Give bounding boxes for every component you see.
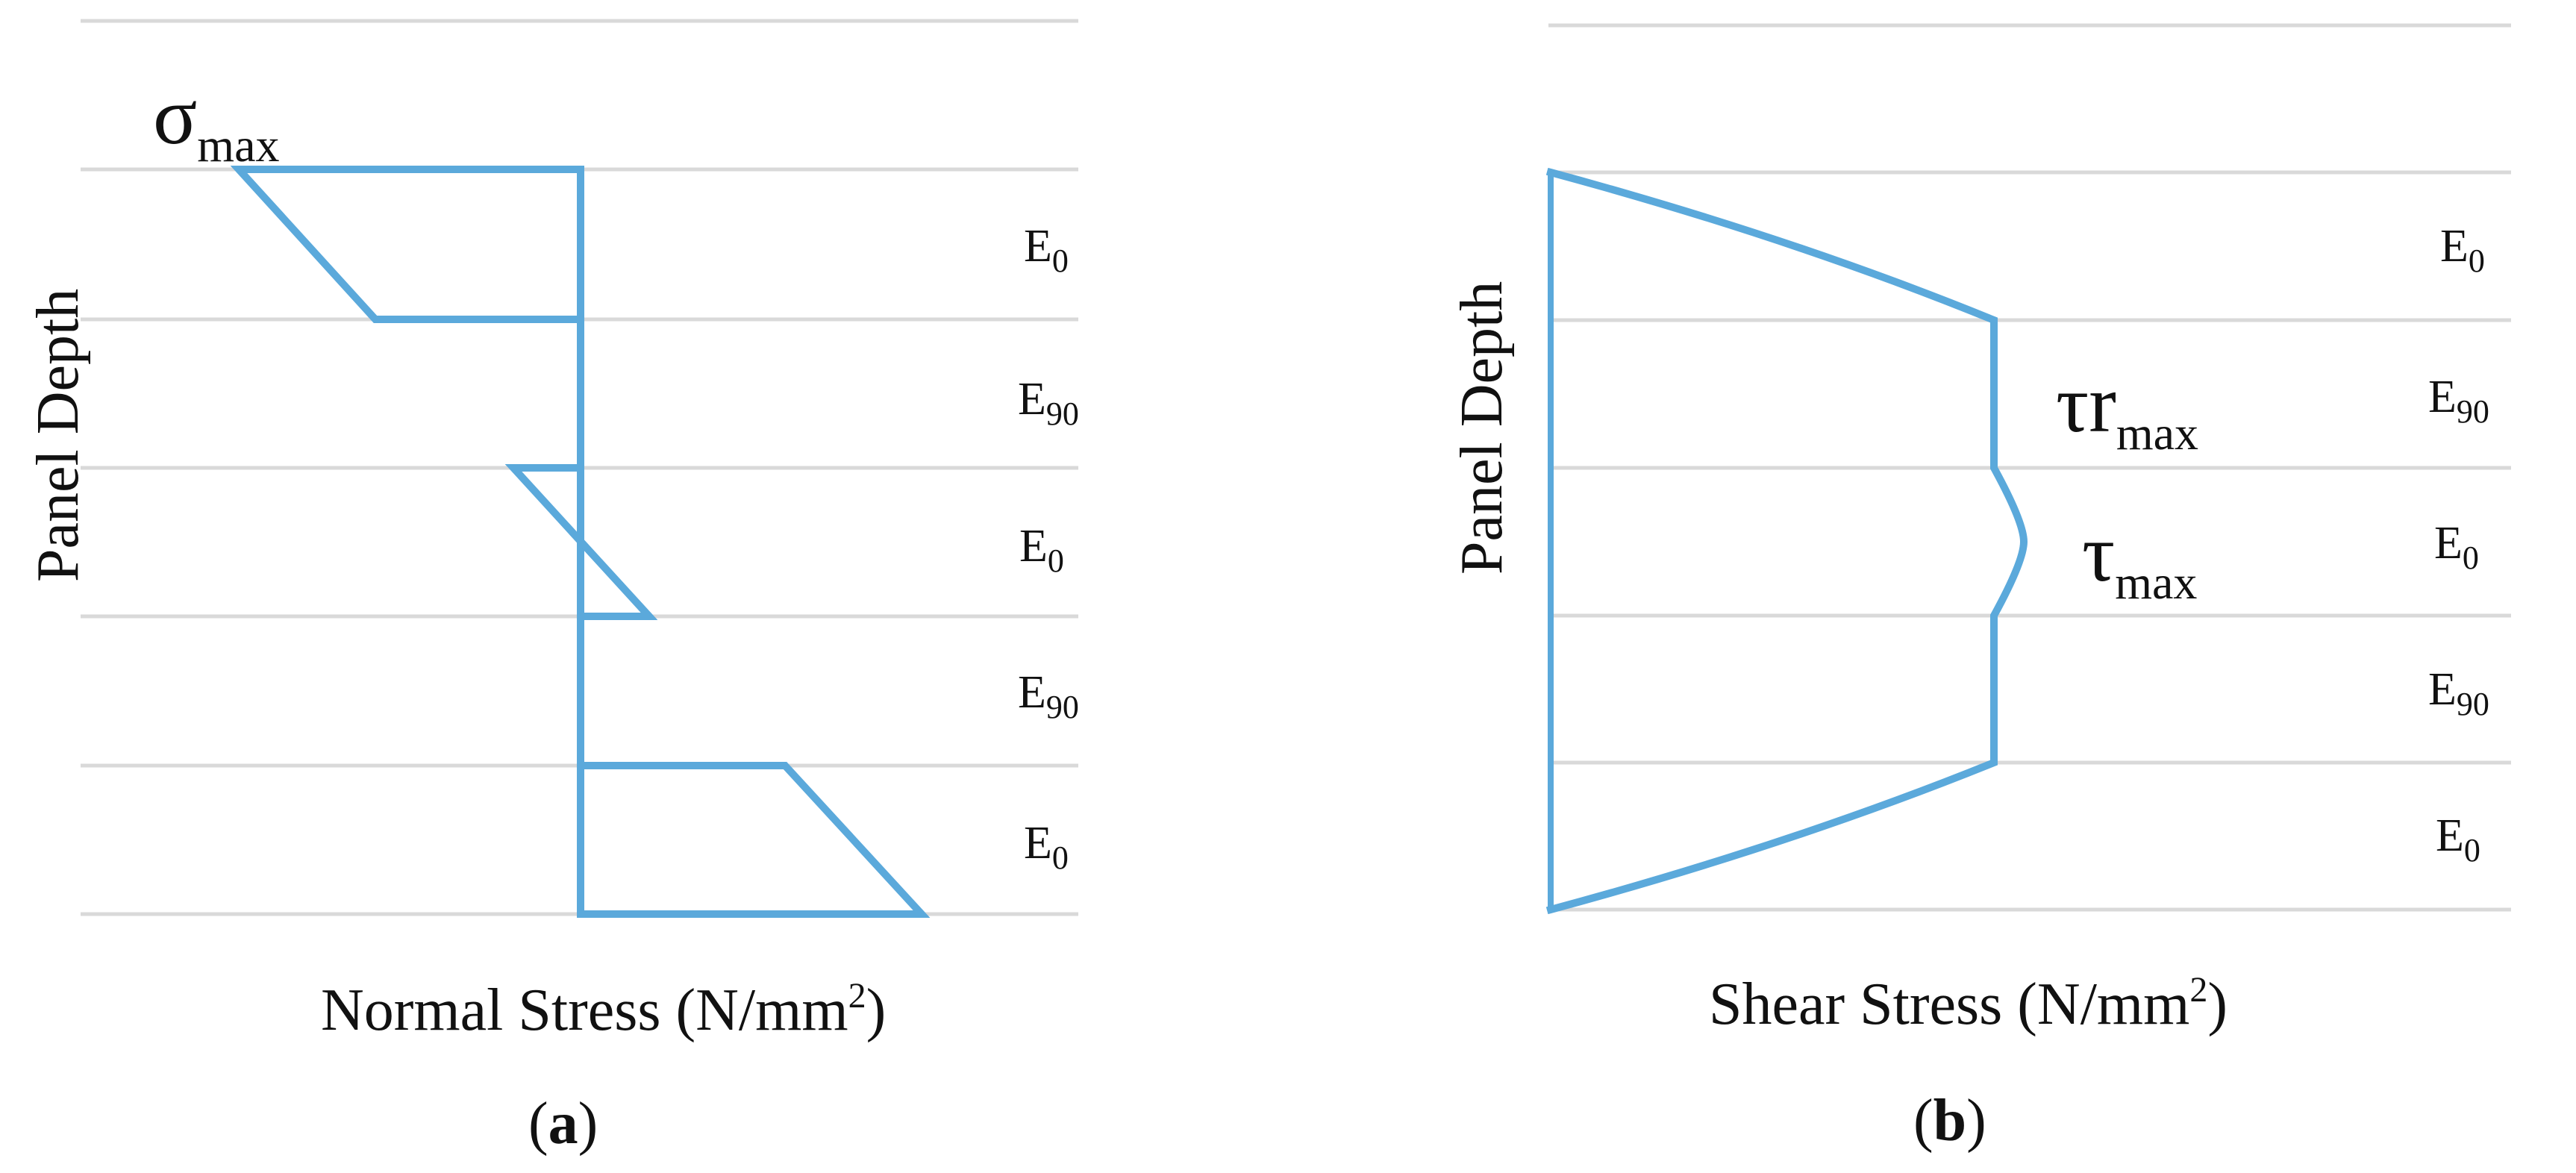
panel-b-shear-stress-diagram [1545, 167, 2028, 915]
panel-a-stress-outline-middle-layer [504, 464, 658, 620]
panel-b-shear-stress: τrmax τmax E0 E90 E0 E90 E0 Panel Depth … [1449, 23, 2511, 1154]
panel-b-shear-stress-profile [1545, 167, 2028, 915]
panel-b-x-axis-label: Shear Stress (N/mm2) [1709, 970, 2228, 1037]
panel-b-layer-label: E0 [2440, 221, 2485, 279]
panel-a-layer-labels: E0 E90 E0 E90 E0 [1018, 221, 1079, 876]
panel-b-tau-r-max-label: τrmax [2056, 358, 2198, 460]
panel-a-y-axis-label: Panel Depth [25, 289, 91, 582]
panel-b-caption: (b) [1913, 1088, 1986, 1154]
panel-b-layer-labels: E0 E90 E0 E90 E0 [2428, 221, 2489, 869]
panel-b-layer-label: E90 [2428, 664, 2489, 722]
panel-a-layer-label: E0 [1019, 521, 1064, 579]
panel-a-stress-outline-top-layer [230, 166, 584, 323]
panel-b-y-axis-label: Panel Depth [1449, 281, 1515, 575]
panel-a-layer-label: E0 [1024, 221, 1069, 279]
panel-a-layer-label: E90 [1018, 667, 1079, 725]
panel-a-normal-stress-diagram [230, 166, 931, 918]
panel-b-layer-label: E0 [2436, 810, 2480, 869]
panel-b-layer-boundaries [1548, 23, 2511, 912]
panel-a-layer-label: E90 [1018, 374, 1079, 432]
panel-a-caption: (a) [528, 1091, 598, 1157]
panel-b-tau-max-label: τmax [2082, 507, 2197, 609]
panel-a-normal-stress: σmax E0 E90 E0 E90 E0 Panel Depth Normal… [25, 19, 1079, 1157]
panel-b-layer-label: E0 [2434, 518, 2479, 576]
panel-b-layer-label: E90 [2428, 372, 2489, 430]
panel-a-layer-label: E0 [1024, 818, 1069, 876]
panel-a-sigma-max-label: σmax [153, 70, 279, 172]
panel-a-x-axis-label: Normal Stress (N/mm2) [321, 976, 886, 1043]
panel-a-stress-outline-bottom-layer [577, 762, 931, 918]
